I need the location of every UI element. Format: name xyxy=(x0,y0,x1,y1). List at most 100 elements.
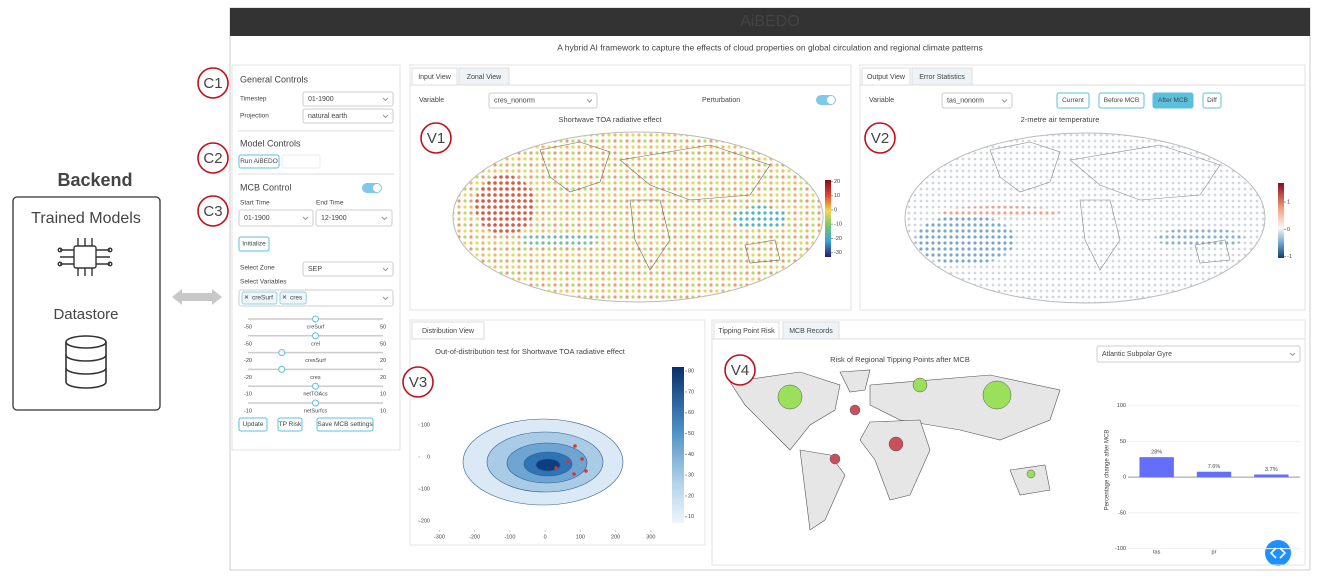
bar-value-label: 7.6% xyxy=(1208,464,1221,470)
y-tick-label: 0 xyxy=(427,454,430,460)
toggle-knob xyxy=(373,184,381,192)
y-tick-label: -100 xyxy=(1115,546,1126,552)
x-tick-label: -200 xyxy=(469,534,480,540)
colorbar-tick-label: 20 xyxy=(688,493,694,499)
colorbar-tick-label: 60 xyxy=(688,410,694,416)
dropdown-value: Atlantic Subpolar Gyre xyxy=(1102,351,1172,358)
x-tick-label: 200 xyxy=(611,534,620,540)
colorbar-tick-label: 0 xyxy=(834,207,837,213)
button[interactable] xyxy=(1056,92,1090,109)
tab[interactable] xyxy=(458,67,510,86)
colorbar xyxy=(825,180,831,257)
chip[interactable] xyxy=(241,291,278,305)
slider-handle[interactable] xyxy=(312,332,319,340)
field-label: End Time xyxy=(316,200,344,207)
backend-box xyxy=(12,196,161,411)
button-label: After MCB xyxy=(1158,97,1188,104)
slider-handle[interactable] xyxy=(312,399,319,407)
tab[interactable] xyxy=(713,321,780,340)
dropdown-value: 01-1900 xyxy=(244,215,270,222)
button-label: Run AiBEDO xyxy=(240,158,278,165)
dropdown-caret xyxy=(1001,99,1008,103)
annotation-badge xyxy=(864,122,896,154)
dropdown[interactable] xyxy=(302,91,394,107)
app-title: AiBEDO xyxy=(740,13,800,30)
slider-name: crel xyxy=(311,341,320,347)
bar-value-label: 28% xyxy=(1151,450,1162,456)
slider-min: -20 xyxy=(244,358,252,364)
colorbar-tick-label: 70 xyxy=(688,389,694,395)
slider-handle[interactable] xyxy=(278,365,286,373)
slider-max: 20 xyxy=(380,375,386,381)
dropdown-value: natural earth xyxy=(308,113,347,120)
colorbar-tick-label: 20 xyxy=(834,179,840,185)
annotation-label: V1 xyxy=(427,130,445,147)
slider-name: cresSurf xyxy=(305,358,326,364)
button[interactable] xyxy=(1098,92,1145,109)
dropdown[interactable] xyxy=(302,261,394,277)
dropdown-caret xyxy=(382,267,389,272)
button[interactable] xyxy=(238,236,270,252)
slider-handle[interactable] xyxy=(278,349,286,357)
button-label: Update xyxy=(243,421,264,428)
section-heading: MCB Control xyxy=(240,182,292,192)
annotation-badge xyxy=(197,142,229,174)
dropdown[interactable] xyxy=(1096,345,1301,363)
dropdown[interactable] xyxy=(488,92,598,109)
field-label: Start Time xyxy=(240,200,270,207)
map-title: Risk of Regional Tipping Points after MC… xyxy=(830,355,970,364)
button[interactable] xyxy=(238,154,280,169)
database-icon xyxy=(65,335,107,389)
backend-item: Datastore xyxy=(53,306,118,323)
slider-handle[interactable] xyxy=(312,382,319,390)
tab-label: Distribution View xyxy=(422,328,475,335)
slider-min: -20 xyxy=(244,375,252,381)
y-axis-label: Percentage change after MCB xyxy=(1105,430,1111,511)
dropdown-caret xyxy=(586,99,593,103)
density-contours xyxy=(462,418,624,506)
slider-handle[interactable] xyxy=(312,315,319,323)
dropdown-caret xyxy=(1289,352,1296,357)
y-tick-label: 100 xyxy=(421,422,430,428)
slider-max: 50 xyxy=(380,341,386,347)
backend-title: Backend xyxy=(57,170,132,190)
annotation-label: V2 xyxy=(871,130,889,147)
chip-label: cres xyxy=(290,295,303,302)
dropdown[interactable] xyxy=(315,209,393,227)
colorbar-tick-label: 10 xyxy=(688,514,694,520)
button[interactable] xyxy=(238,417,268,432)
dropdown-caret xyxy=(382,114,389,119)
slider-name: netTOAcs xyxy=(303,392,328,398)
nav-button[interactable] xyxy=(1265,540,1291,566)
dropdown-value: 12-1900 xyxy=(321,215,347,222)
button[interactable] xyxy=(1152,92,1194,109)
button-label: Current xyxy=(1062,97,1084,104)
tab[interactable] xyxy=(861,67,911,86)
output-map xyxy=(904,132,1266,304)
sample-points xyxy=(554,444,588,476)
tab[interactable] xyxy=(411,321,485,340)
field-label: Timestep xyxy=(240,96,267,103)
button-label: TP Risk xyxy=(279,421,302,428)
dropdown[interactable] xyxy=(941,92,1013,109)
dropdown[interactable] xyxy=(238,209,314,227)
tab[interactable] xyxy=(911,67,973,86)
bar xyxy=(1139,457,1174,478)
bar-value-label: 3.7% xyxy=(1265,467,1278,473)
x-tick-label: 0 xyxy=(544,534,547,540)
annotation-badge xyxy=(197,67,229,99)
tab[interactable] xyxy=(411,67,458,86)
button[interactable] xyxy=(277,417,303,432)
button-label: Save MCB settings xyxy=(317,421,373,428)
y-tick-label: -200 xyxy=(419,518,430,524)
button-disabled xyxy=(281,154,321,169)
annotation-label: C1 xyxy=(203,75,222,92)
tab[interactable] xyxy=(782,321,840,340)
section-heading: Model Controls xyxy=(240,138,301,148)
chip[interactable] xyxy=(279,291,307,305)
dropdown[interactable] xyxy=(302,108,394,124)
x-tick-label: tas xyxy=(1153,549,1161,555)
button[interactable] xyxy=(316,417,374,432)
button[interactable] xyxy=(1202,92,1222,109)
multiselect[interactable] xyxy=(238,289,394,307)
